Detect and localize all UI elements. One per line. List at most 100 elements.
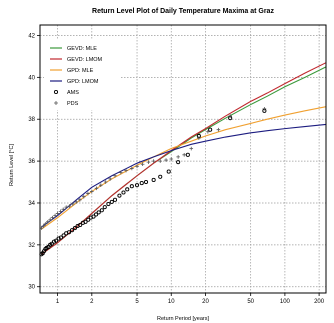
plot-frame [39, 24, 327, 294]
pds-point [119, 170, 123, 175]
y-tick-label: 36 [28, 159, 35, 165]
pds-point [43, 222, 48, 226]
ams-point [166, 169, 171, 174]
ams-point [134, 183, 140, 188]
pds-point [46, 220, 50, 224]
pds-point [189, 146, 194, 151]
pds-point [74, 200, 79, 204]
ams-point [112, 197, 118, 202]
pds-point [61, 207, 65, 212]
y-tick-label: 42 [28, 33, 35, 39]
legend-label: GEVD: LMOM [67, 57, 103, 63]
ams-point [78, 222, 83, 228]
ams-point [102, 205, 107, 210]
chart-title: Return Level Plot of Daily Temperature M… [92, 8, 274, 15]
fitted-curves [41, 62, 327, 255]
series-line [41, 123, 327, 228]
pds-point [124, 168, 128, 173]
pds-point [41, 224, 46, 228]
pds-point [151, 159, 156, 163]
y-axis-label: Return Level [°C] [9, 144, 15, 186]
series-line [41, 62, 327, 255]
grid-lines [40, 25, 326, 293]
legend-label: GEVD: MLE [67, 46, 97, 52]
pds-point [103, 180, 108, 184]
pds-point [169, 157, 174, 161]
legend-label: GPD: MLE [67, 68, 94, 74]
series-line [41, 106, 327, 230]
ams-point [117, 193, 122, 198]
legend-swatch [54, 101, 58, 105]
ams-point [72, 226, 77, 231]
ams-point [158, 174, 163, 179]
pds-point [113, 173, 117, 178]
pds-point [48, 217, 52, 222]
pds-point [197, 136, 201, 140]
pds-point [81, 194, 86, 199]
ams-point [94, 212, 99, 217]
pds-point [140, 162, 145, 167]
legend-label: PDS [67, 101, 79, 107]
x-tick-label: 100 [280, 299, 291, 305]
ams-point [106, 201, 111, 207]
y-axis: 30 32 34 36 38 40 42 [28, 33, 40, 291]
pds-point [108, 177, 112, 181]
pds-point [164, 158, 168, 162]
pds-point [135, 164, 139, 169]
x-tick-label: 1 [56, 299, 60, 305]
pds-point [55, 211, 60, 216]
x-tick-label: 20 [202, 299, 209, 305]
ams-point [208, 127, 213, 132]
pds-point [53, 213, 57, 218]
y-tick-label: 38 [28, 117, 35, 123]
pds-point [70, 202, 75, 206]
ams-point [176, 160, 181, 165]
pds-point [78, 198, 82, 202]
ams-point [83, 219, 88, 224]
x-tick-label: 50 [247, 299, 254, 305]
ams-point [51, 239, 57, 244]
pds-point [182, 153, 186, 157]
pds-point [90, 189, 94, 194]
observed-points [39, 106, 267, 257]
ams-point [121, 190, 126, 195]
ams-point [99, 208, 104, 213]
pds-point [50, 215, 55, 220]
pds-point [58, 209, 63, 214]
pds-point [64, 205, 68, 209]
legend: GEVD: MLE GEVD: LMOM GPD: MLE GPD: LMOM AMS P… [44, 40, 120, 110]
ams-point [143, 179, 149, 185]
ams-point [109, 199, 114, 204]
y-tick-label: 30 [28, 285, 35, 291]
ams-point [54, 238, 59, 243]
legend-label: GPD: LMOM [67, 79, 99, 85]
x-axis-label: Return Period [years] [157, 316, 209, 322]
ams-point [139, 181, 144, 186]
pds-point [262, 106, 267, 111]
ams-point [61, 233, 66, 238]
pds-point [146, 160, 151, 164]
y-tick-label: 34 [28, 201, 35, 207]
legend-swatch [53, 89, 59, 95]
pds-point [86, 191, 90, 196]
pds-point [158, 159, 163, 163]
ams-point [66, 230, 72, 235]
pds-point [216, 127, 221, 132]
ams-point [86, 217, 91, 222]
pds-point [228, 114, 232, 118]
pds-point [99, 183, 103, 187]
ams-point [185, 152, 190, 157]
pds-point [206, 129, 210, 134]
ams-point [91, 214, 96, 219]
ams-point [151, 177, 156, 182]
ams-point [129, 184, 134, 189]
ams-point [96, 210, 101, 215]
x-tick-label: 10 [168, 299, 175, 305]
x-tick-label: 2 [90, 299, 94, 305]
ams-point [125, 187, 130, 192]
x-tick-label: 200 [314, 299, 325, 305]
pds-point [94, 186, 99, 191]
pds-point [130, 166, 134, 171]
pds-point [67, 204, 72, 208]
